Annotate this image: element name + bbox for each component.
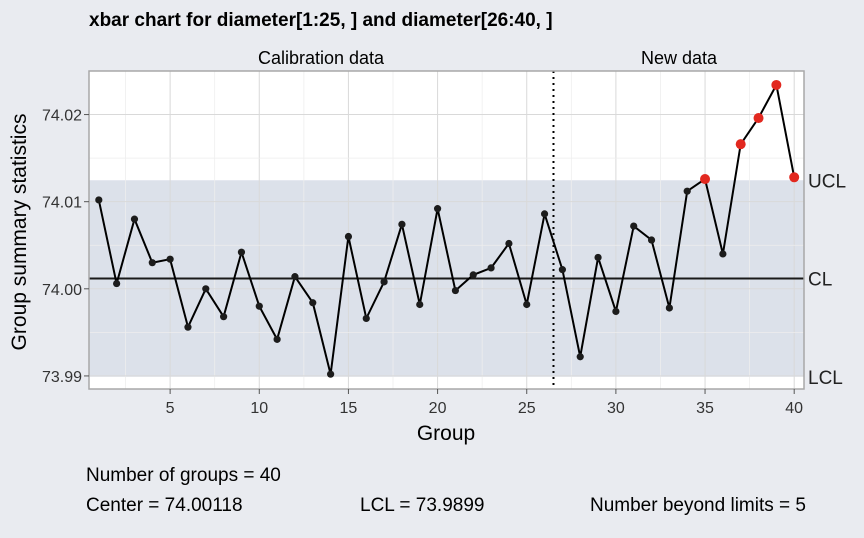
stat-center: Center = 74.00118 [86, 495, 243, 516]
gridlines [89, 70, 804, 389]
x-tick-label: 30 [607, 400, 625, 417]
data-point [719, 250, 727, 258]
out-of-control-point [700, 174, 711, 185]
out-of-control-point [789, 172, 800, 183]
data-point [309, 299, 317, 307]
limit-labels: UCL CL LCL [808, 171, 846, 389]
data-point [362, 314, 370, 323]
data-point [576, 353, 584, 361]
x-tick-label: 35 [696, 400, 714, 417]
data-point [95, 196, 103, 204]
y-tick-label: 73.99 [42, 369, 82, 386]
data-point [451, 286, 460, 295]
stat-lcl: LCL = 73.9899 [360, 495, 484, 516]
lcl-label: LCL [808, 368, 843, 389]
data-point [220, 313, 228, 321]
x-axis: 5 10 15 20 25 30 35 40 [166, 389, 803, 417]
plot-border [88, 70, 805, 390]
stat-beyond-limits: Number beyond limits = 5 [590, 495, 806, 516]
data-point [558, 266, 566, 274]
data-point [594, 253, 602, 262]
chart-title: xbar chart for diameter[1:25, ] and diam… [89, 10, 553, 31]
data-point [327, 370, 335, 378]
data-point [130, 215, 139, 223]
data-point [540, 210, 549, 218]
x-tick-label: 10 [250, 400, 268, 417]
data-point [647, 236, 656, 244]
data-point [380, 278, 388, 286]
data-points [95, 79, 800, 378]
ucl-label: UCL [808, 171, 846, 192]
data-point [433, 205, 442, 213]
out-of-control-point [735, 139, 746, 150]
data-point [166, 255, 174, 263]
data-point [683, 187, 691, 195]
data-point [505, 239, 513, 248]
series-line [97, 81, 796, 375]
data-point [630, 222, 638, 230]
stat-number-of-groups: Number of groups = 40 [86, 465, 281, 486]
section-label-calibration: Calibration data [258, 48, 385, 68]
data-point [344, 232, 353, 241]
data-point [523, 300, 531, 309]
data-point [398, 220, 406, 228]
data-point [184, 323, 192, 331]
y-tick-label: 74.01 [42, 195, 82, 212]
data-point [255, 302, 263, 310]
data-point [113, 279, 121, 288]
data-point [612, 307, 620, 316]
x-tick-label: 40 [785, 400, 803, 417]
y-axis-title: Group summary statistics [8, 114, 31, 351]
data-point [416, 300, 424, 309]
data-point [273, 335, 281, 343]
data-point [202, 285, 210, 293]
out-of-control-point [753, 113, 764, 124]
x-axis-title: Group [417, 422, 475, 445]
data-point [487, 264, 495, 272]
y-tick-label: 74.00 [42, 282, 82, 299]
data-point [237, 248, 246, 256]
section-label-new-data: New data [641, 48, 718, 68]
x-tick-label: 25 [518, 400, 536, 417]
x-tick-label: 20 [429, 400, 447, 417]
y-axis: 73.99 74.00 74.01 74.02 [42, 108, 89, 386]
cl-label: CL [808, 270, 832, 291]
out-of-control-point [771, 79, 782, 90]
x-tick-label: 15 [340, 400, 358, 417]
data-point [665, 304, 673, 312]
y-tick-label: 74.02 [42, 108, 82, 125]
x-tick-label: 5 [166, 400, 175, 417]
data-point [148, 259, 156, 267]
data-point [469, 271, 477, 279]
data-point [291, 273, 299, 281]
